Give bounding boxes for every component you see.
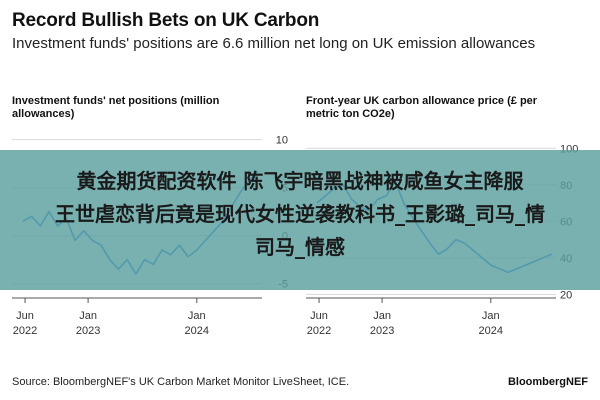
promo-overlay (0, 150, 600, 290)
left-x-tick-month: Jan (188, 310, 206, 322)
chart-title: Record Bullish Bets on UK Carbon (12, 10, 320, 31)
left-x-tick-month: Jun (16, 310, 34, 322)
left-y-tick-label: 10 (276, 135, 288, 147)
overlay-line-3: 司马_情感 (255, 235, 345, 259)
brand-logo: BloombergNEF (507, 376, 588, 388)
right-x-tick-month: Jan (373, 310, 391, 322)
overlay-line-2: 王世虐恋背后竟是现代女性逆袭教科书_王影璐_司马_情 (55, 202, 545, 226)
left-panel-title: Investment funds' net positions (million… (12, 95, 220, 120)
right-y-tick-label: 20 (560, 289, 572, 301)
left-x-tick-year: 2023 (76, 325, 100, 337)
right-x-tick-month: Jan (482, 310, 500, 322)
overlay-line-1: 黄金期货配资软件 陈飞宇暗黑战神被咸鱼女主降服 (76, 169, 524, 193)
chart-subtitle: Investment funds' positions are 6.6 mill… (12, 35, 536, 52)
right-x-tick-month: Jun (310, 310, 328, 322)
right-x-tick-year: 2022 (307, 325, 331, 337)
right-x-tick-year: 2023 (370, 325, 394, 337)
left-x-tick-year: 2024 (185, 325, 209, 337)
promo-overlay-text: 黄金期货配资软件 陈飞宇暗黑战神被咸鱼女主降服 王世虐恋背后竟是现代女性逆袭教科… (0, 165, 600, 264)
left-x-tick-year: 2022 (13, 325, 37, 337)
right-panel-title: Front-year UK carbon allowance price (£ … (306, 95, 538, 120)
right-x-tick-year: 2024 (479, 325, 503, 337)
left-x-tick-month: Jan (79, 310, 97, 322)
source-note: Source: BloombergNEF's UK Carbon Market … (12, 376, 350, 388)
